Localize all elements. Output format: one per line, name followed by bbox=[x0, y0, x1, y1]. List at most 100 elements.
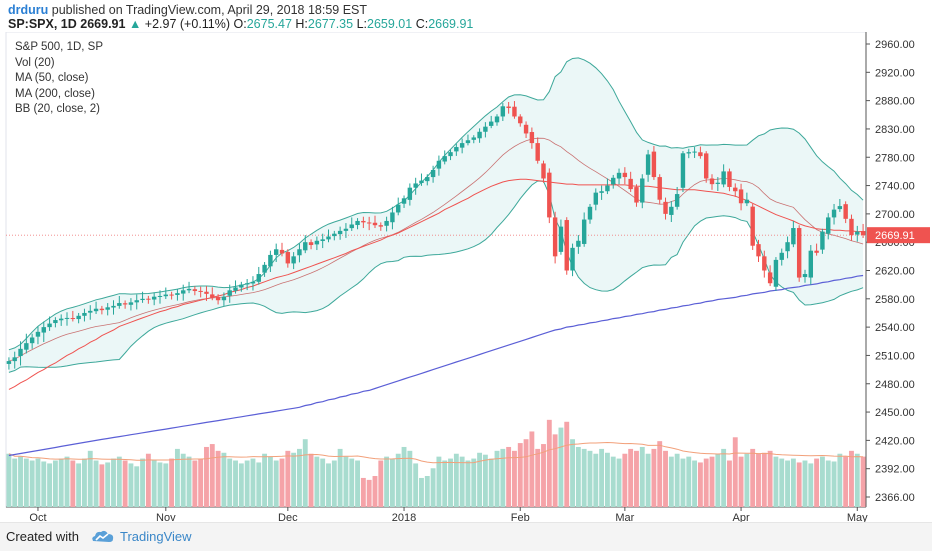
candle-body bbox=[29, 337, 35, 344]
candle-body bbox=[47, 323, 52, 328]
price-tick-label: 2540.00 bbox=[875, 322, 915, 334]
volume-bar bbox=[471, 458, 477, 507]
volume-bar bbox=[186, 456, 192, 507]
price-tick-label: 2450.00 bbox=[875, 407, 915, 419]
candle-body bbox=[384, 220, 389, 226]
candle-body bbox=[674, 194, 680, 207]
volume-bar bbox=[192, 460, 198, 507]
volume-bar bbox=[692, 460, 698, 507]
time-tick-label: 2018 bbox=[392, 512, 416, 522]
candle-body bbox=[425, 177, 430, 182]
candle-body bbox=[552, 217, 558, 257]
candle-body bbox=[285, 252, 291, 264]
study-legend: S&P 500, 1D, SP Vol (20) MA (50, close) … bbox=[15, 40, 103, 118]
candle-body bbox=[767, 272, 773, 284]
time-tick-label: May bbox=[847, 512, 868, 522]
study-main-series[interactable]: S&P 500, 1D, SP bbox=[15, 41, 104, 53]
volume-bar bbox=[459, 456, 465, 507]
volume-bar bbox=[70, 460, 76, 507]
volume-bar bbox=[785, 460, 790, 507]
ma50-line bbox=[8, 178, 864, 390]
candle-body bbox=[645, 154, 651, 175]
candle-body bbox=[651, 151, 657, 178]
up-arrow-icon: ▲ bbox=[128, 17, 142, 31]
bollinger-basis bbox=[8, 137, 864, 362]
price-tick-label: 2920.00 bbox=[875, 67, 915, 79]
candle-body bbox=[703, 153, 709, 179]
candle-body bbox=[436, 160, 442, 169]
volume-bar bbox=[233, 460, 238, 507]
candle-body bbox=[808, 250, 814, 278]
candle-body bbox=[535, 143, 540, 161]
candle-body bbox=[181, 290, 186, 294]
price-chart[interactable]: 2960.00 2920.00 2880.00 2830.00 2780.00 2740.… bbox=[0, 32, 932, 522]
volume-bar bbox=[291, 452, 297, 507]
volume-bar bbox=[82, 458, 87, 507]
volume-bar bbox=[616, 458, 622, 507]
tradingview-brand[interactable]: TradingView bbox=[120, 529, 192, 544]
candle-body bbox=[506, 106, 511, 108]
bollinger-upper-band bbox=[8, 57, 864, 351]
candle-body bbox=[332, 233, 337, 237]
time-tick-label: Dec bbox=[278, 512, 298, 522]
volume-bar bbox=[849, 450, 854, 507]
candle-body bbox=[53, 320, 58, 324]
study-ma200[interactable]: MA (200, close) bbox=[15, 87, 95, 100]
volume-bar bbox=[500, 448, 506, 507]
volume-bar bbox=[302, 439, 308, 507]
tradingview-cloud-icon[interactable] bbox=[90, 528, 116, 544]
candle-body bbox=[611, 177, 616, 185]
price-tick-label: 2510.00 bbox=[875, 350, 915, 362]
candle-body bbox=[233, 287, 238, 291]
volume-bar bbox=[756, 453, 761, 507]
candle-body bbox=[355, 220, 360, 226]
candle-body bbox=[198, 290, 203, 292]
volume-bar bbox=[395, 453, 401, 507]
volume-bar bbox=[47, 463, 53, 507]
volume-bar bbox=[819, 456, 825, 507]
volume-bar bbox=[419, 477, 424, 507]
price-tick-label: 2880.00 bbox=[875, 96, 915, 108]
volume-bar bbox=[151, 460, 157, 507]
author-link[interactable]: drduru bbox=[8, 3, 49, 17]
volume-bar bbox=[773, 456, 779, 507]
study-bollinger[interactable]: BB (20, close, 2) bbox=[15, 103, 101, 115]
close-label: C: bbox=[415, 17, 429, 31]
volume-bar bbox=[314, 456, 320, 507]
candle-body bbox=[35, 331, 41, 337]
volume-bar bbox=[6, 453, 12, 507]
volume-bar bbox=[180, 453, 186, 507]
candle-body bbox=[279, 249, 285, 254]
candle-body bbox=[349, 224, 354, 229]
candle-body bbox=[64, 317, 70, 319]
candle-body bbox=[634, 187, 639, 203]
volume-bar bbox=[703, 458, 709, 507]
time-tick-label: Feb bbox=[511, 512, 530, 522]
candle-body bbox=[454, 147, 459, 152]
candle-body bbox=[837, 206, 843, 210]
volume-bar bbox=[384, 456, 390, 507]
candle-body bbox=[855, 231, 860, 235]
candle-body bbox=[622, 172, 628, 178]
candle-body bbox=[163, 294, 169, 297]
volume-bar bbox=[209, 444, 215, 507]
candle-body bbox=[204, 291, 209, 294]
volume-bar bbox=[140, 458, 145, 507]
last-price-tag-label: 2669.91 bbox=[875, 230, 915, 242]
volume-bar bbox=[76, 463, 82, 507]
volume-bar bbox=[628, 448, 634, 507]
volume-bar bbox=[320, 458, 326, 507]
volume-bar bbox=[267, 456, 273, 507]
volume-bar bbox=[23, 458, 29, 507]
volume-bar bbox=[93, 460, 99, 507]
study-ma50[interactable]: MA (50, close) bbox=[15, 72, 89, 84]
candle-body bbox=[256, 274, 261, 282]
price-tick-label: 2392.00 bbox=[875, 464, 915, 476]
candle-body bbox=[796, 228, 802, 278]
candle-body bbox=[372, 222, 378, 226]
candle-body bbox=[727, 171, 732, 187]
volume-bar bbox=[727, 460, 732, 507]
candle-body bbox=[477, 131, 482, 139]
candle-body bbox=[826, 217, 831, 234]
study-volume[interactable]: Vol (20) bbox=[15, 56, 55, 69]
